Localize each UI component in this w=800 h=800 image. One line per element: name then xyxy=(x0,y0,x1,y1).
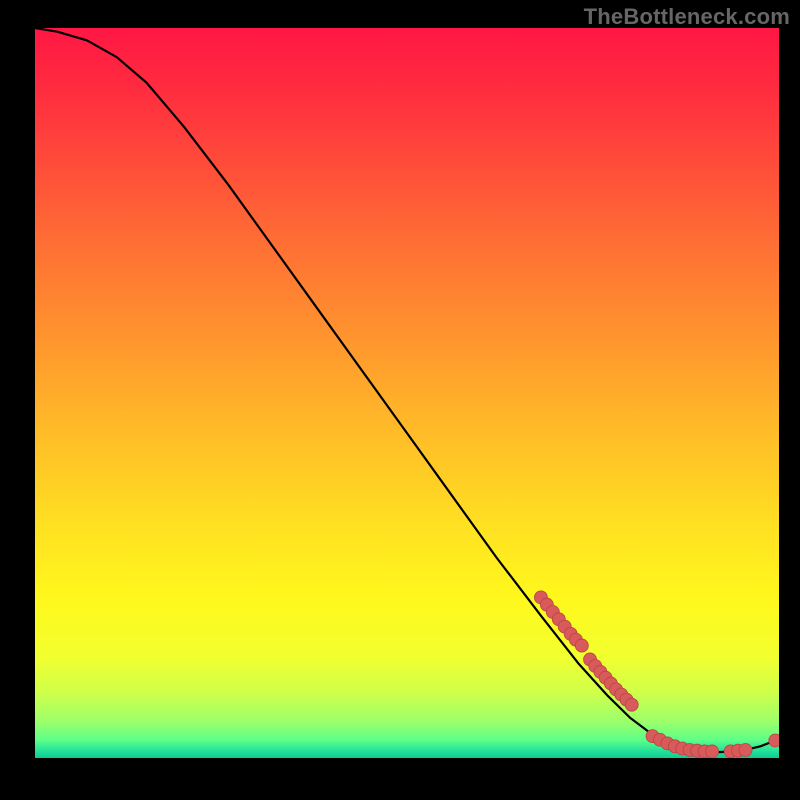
watermark-text: TheBottleneck.com xyxy=(584,4,790,30)
data-marker xyxy=(575,639,588,652)
chart-container: TheBottleneck.com xyxy=(0,0,800,800)
plot-svg xyxy=(35,28,779,758)
data-marker xyxy=(739,743,752,756)
data-marker xyxy=(706,745,719,758)
plot-background xyxy=(35,28,779,758)
data-marker xyxy=(769,734,779,747)
data-marker xyxy=(625,698,638,711)
